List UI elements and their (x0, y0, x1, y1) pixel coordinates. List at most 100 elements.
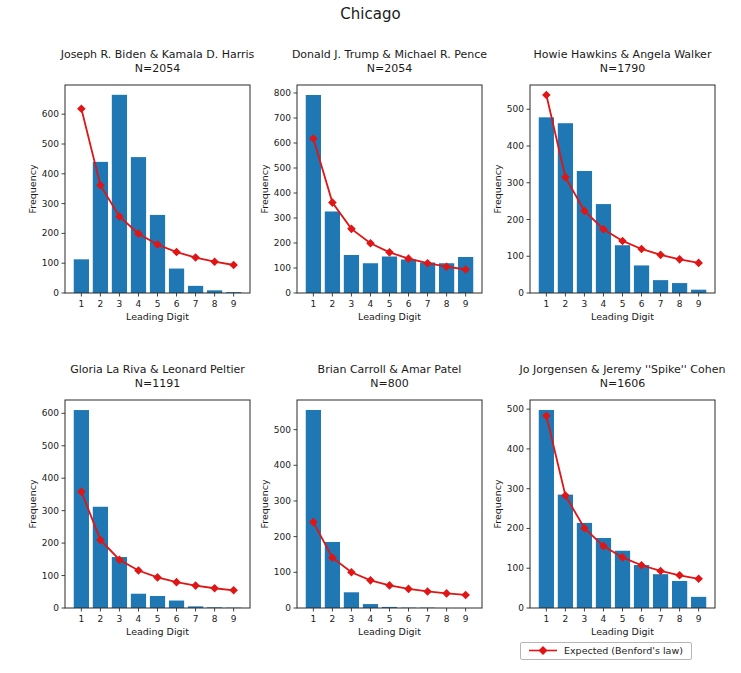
svg-text:300: 300 (274, 496, 291, 506)
subplot-title: Brian Carroll & Amar Patel (318, 363, 462, 376)
svg-text:600: 600 (42, 408, 59, 418)
svg-text:100: 100 (274, 263, 291, 273)
svg-text:500: 500 (42, 139, 59, 149)
svg-text:3: 3 (582, 614, 588, 624)
subplot-canvas: Howie Hawkins & Angela WalkerN=179001002… (487, 45, 717, 330)
subplot-title: Jo Jorgensen & Jeremy ''Spike'' Cohen (519, 363, 726, 376)
svg-text:300: 300 (42, 199, 59, 209)
svg-text:9: 9 (463, 299, 469, 309)
x-axis-label: Leading Digit (126, 626, 189, 637)
svg-text:5: 5 (155, 299, 161, 309)
axis-ticks: 0100200300400500600123456789 (42, 408, 237, 624)
svg-text:3: 3 (117, 299, 123, 309)
svg-text:2: 2 (563, 614, 569, 624)
svg-text:6: 6 (174, 614, 180, 624)
svg-text:4: 4 (136, 299, 142, 309)
svg-text:3: 3 (582, 299, 588, 309)
axes-frame (297, 400, 482, 608)
svg-text:100: 100 (42, 258, 59, 268)
bars (306, 95, 473, 293)
svg-text:4: 4 (601, 299, 607, 309)
x-axis-label: Leading Digit (591, 626, 654, 637)
x-axis-label: Leading Digit (358, 311, 421, 322)
subplot-title: Gloria La Riva & Leonard Peltier (70, 363, 245, 376)
svg-text:0: 0 (53, 288, 59, 298)
svg-text:200: 200 (274, 532, 291, 542)
svg-text:8: 8 (677, 614, 683, 624)
svg-text:400: 400 (42, 169, 59, 179)
x-axis-label: Leading Digit (358, 626, 421, 637)
svg-text:7: 7 (193, 299, 199, 309)
svg-text:400: 400 (274, 188, 291, 198)
svg-text:300: 300 (507, 484, 524, 494)
svg-text:400: 400 (274, 460, 291, 470)
svg-text:1: 1 (544, 299, 550, 309)
svg-text:500: 500 (42, 441, 59, 451)
svg-text:200: 200 (274, 238, 291, 248)
subplot-canvas: Gloria La Riva & Leonard PeltierN=119101… (22, 360, 252, 645)
subplot-trump-pence: Donald J. Trump & Michael R. PenceN=2054… (254, 45, 484, 330)
x-axis-label: Leading Digit (126, 311, 189, 322)
svg-text:700: 700 (274, 113, 291, 123)
svg-text:5: 5 (387, 614, 393, 624)
svg-text:0: 0 (285, 288, 291, 298)
x-axis-label: Leading Digit (591, 311, 654, 322)
svg-text:300: 300 (507, 178, 524, 188)
svg-text:3: 3 (117, 614, 123, 624)
svg-text:6: 6 (406, 299, 412, 309)
figure-title: Chicago (0, 5, 741, 23)
svg-text:6: 6 (174, 299, 180, 309)
legend-label: Expected (Benford's law) (564, 645, 683, 656)
svg-text:300: 300 (274, 213, 291, 223)
subplot-canvas: Joseph R. Biden & Kamala D. HarrisN=2054… (22, 45, 252, 330)
y-axis-label: Frequency (492, 164, 503, 213)
svg-text:1: 1 (311, 299, 317, 309)
svg-text:200: 200 (42, 228, 59, 238)
svg-text:2: 2 (330, 614, 336, 624)
svg-text:7: 7 (425, 299, 431, 309)
subplot-title: Howie Hawkins & Angela Walker (534, 48, 712, 61)
svg-text:2: 2 (330, 299, 336, 309)
svg-text:100: 100 (507, 563, 524, 573)
svg-text:8: 8 (212, 614, 218, 624)
svg-text:500: 500 (274, 425, 291, 435)
svg-text:100: 100 (274, 567, 291, 577)
svg-text:1: 1 (544, 614, 550, 624)
subplot-subtitle: N=2054 (135, 62, 180, 75)
svg-text:2: 2 (98, 299, 104, 309)
svg-text:9: 9 (231, 614, 237, 624)
svg-text:800: 800 (274, 88, 291, 98)
svg-text:6: 6 (639, 299, 645, 309)
y-axis-label: Frequency (27, 479, 38, 528)
svg-text:200: 200 (507, 215, 524, 225)
bars (539, 410, 706, 608)
svg-text:500: 500 (274, 163, 291, 173)
subplot-subtitle: N=800 (370, 377, 408, 390)
svg-text:8: 8 (444, 299, 450, 309)
svg-text:4: 4 (601, 614, 607, 624)
svg-text:8: 8 (677, 299, 683, 309)
svg-text:4: 4 (368, 614, 374, 624)
svg-text:2: 2 (563, 299, 569, 309)
y-axis-label: Frequency (259, 164, 270, 213)
svg-text:600: 600 (42, 109, 59, 119)
subplot-canvas: Brian Carroll & Amar PatelN=800010020030… (254, 360, 484, 645)
svg-text:5: 5 (387, 299, 393, 309)
svg-text:7: 7 (658, 299, 664, 309)
svg-text:6: 6 (639, 614, 645, 624)
svg-text:3: 3 (349, 614, 355, 624)
svg-text:1: 1 (311, 614, 317, 624)
svg-text:0: 0 (518, 603, 524, 613)
legend: Expected (Benford's law) (520, 642, 692, 660)
legend-line-marker-icon (528, 645, 558, 656)
svg-text:5: 5 (620, 614, 626, 624)
svg-text:5: 5 (620, 299, 626, 309)
subplot-subtitle: N=2054 (367, 62, 412, 75)
svg-text:4: 4 (368, 299, 374, 309)
bars (539, 117, 706, 293)
subplot-title: Joseph R. Biden & Kamala D. Harris (60, 48, 255, 61)
subplot-lariva-peltier: Gloria La Riva & Leonard PeltierN=119101… (22, 360, 252, 645)
svg-text:6: 6 (406, 614, 412, 624)
subplot-subtitle: N=1606 (600, 377, 645, 390)
svg-text:9: 9 (231, 299, 237, 309)
